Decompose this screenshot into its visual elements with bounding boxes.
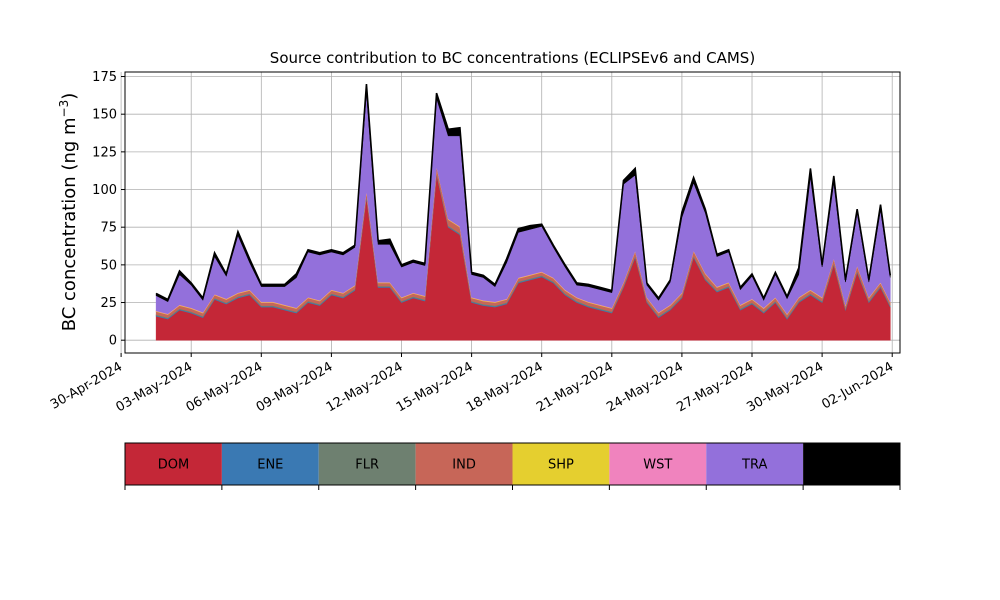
chart-title: Source contribution to BC concentrations… xyxy=(270,49,755,67)
legend-label-bb: BB xyxy=(843,458,861,473)
legend-swatch-ene xyxy=(221,443,319,485)
y-axis-label: BC concentration (ng m−3) xyxy=(57,93,80,332)
legend-swatch-flr xyxy=(318,443,416,485)
y-tick-label: 50 xyxy=(100,258,117,273)
axes-frame xyxy=(124,71,901,354)
y-axis-label-text: BC concentration (ng m xyxy=(59,117,80,331)
legend-label-shp: SHP xyxy=(548,458,574,473)
y-axis-label-exponent: −3 xyxy=(57,100,71,118)
legend-label-tra: TRA xyxy=(741,458,767,473)
legend-label-dom: DOM xyxy=(158,458,189,473)
y-tick-label: 125 xyxy=(92,145,117,160)
y-tick-label: 25 xyxy=(100,296,117,311)
legend-swatch-wst xyxy=(609,443,707,485)
legend-swatch-bb xyxy=(803,443,900,485)
total-line xyxy=(155,83,892,301)
legend-swatch-shp xyxy=(512,443,610,485)
legend-swatch-ind xyxy=(415,443,513,485)
legend-label-ind: IND xyxy=(452,458,476,473)
color-legend: DOM ENE FLR IND SHP WST TRA BB xyxy=(124,442,901,490)
legend-swatch-dom xyxy=(125,443,222,485)
legend-label-ene: ENE xyxy=(257,458,283,473)
legend-label-flr: FLR xyxy=(355,458,379,473)
legend-label-wst: WST xyxy=(643,458,672,473)
y-tick-label: 100 xyxy=(92,183,117,198)
y-tick-label: 75 xyxy=(100,221,117,236)
legend-swatch-tra xyxy=(706,443,804,485)
y-axis-label-close: ) xyxy=(59,93,80,100)
y-tick-label: 175 xyxy=(92,70,117,85)
y-tick-label: 0 xyxy=(109,334,117,349)
y-tick-label: 150 xyxy=(92,108,117,123)
